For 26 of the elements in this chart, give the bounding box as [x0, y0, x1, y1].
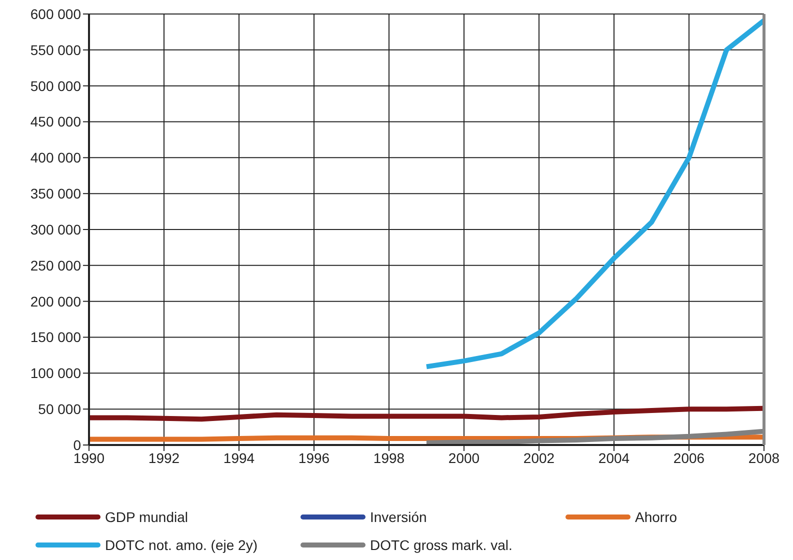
legend-label: DOTC not. amo. (eje 2y)	[105, 537, 258, 553]
x-tick-label: 1996	[298, 450, 330, 466]
y-tick-label: 150 000	[30, 329, 82, 346]
y-tick-label: 500 000	[30, 78, 82, 94]
x-tick-label: 2004	[598, 450, 630, 466]
x-tick-label: 2002	[523, 450, 555, 466]
legend-label: Inversión	[370, 509, 427, 525]
x-tick-label: 2000	[448, 450, 480, 466]
y-tick-label: 300 000	[30, 221, 82, 238]
y-tick-label: 600 000	[30, 6, 82, 22]
y-tick-label: 550 000	[30, 42, 82, 58]
x-tick-label: 1998	[373, 450, 405, 466]
legend-label: Ahorro	[635, 509, 678, 525]
y-tick-label: 400 000	[30, 150, 82, 166]
y-tick-label: 350 000	[30, 186, 82, 202]
x-tick-label: 1994	[223, 450, 255, 466]
y-tick-label: 50 000	[38, 401, 82, 418]
y-tick-label: 100 000	[30, 365, 82, 382]
y-tick-label: 250 000	[30, 257, 82, 274]
y-tick-label: 200 000	[30, 293, 82, 310]
legend-label: DOTC gross mark. val.	[370, 537, 512, 553]
y-tick-label: 450 000	[30, 114, 82, 130]
x-tick-label: 2006	[673, 450, 705, 466]
x-tick-label: 2008	[748, 450, 780, 466]
legend-label: GDP mundial	[105, 509, 188, 525]
x-tick-label: 1992	[148, 450, 180, 466]
